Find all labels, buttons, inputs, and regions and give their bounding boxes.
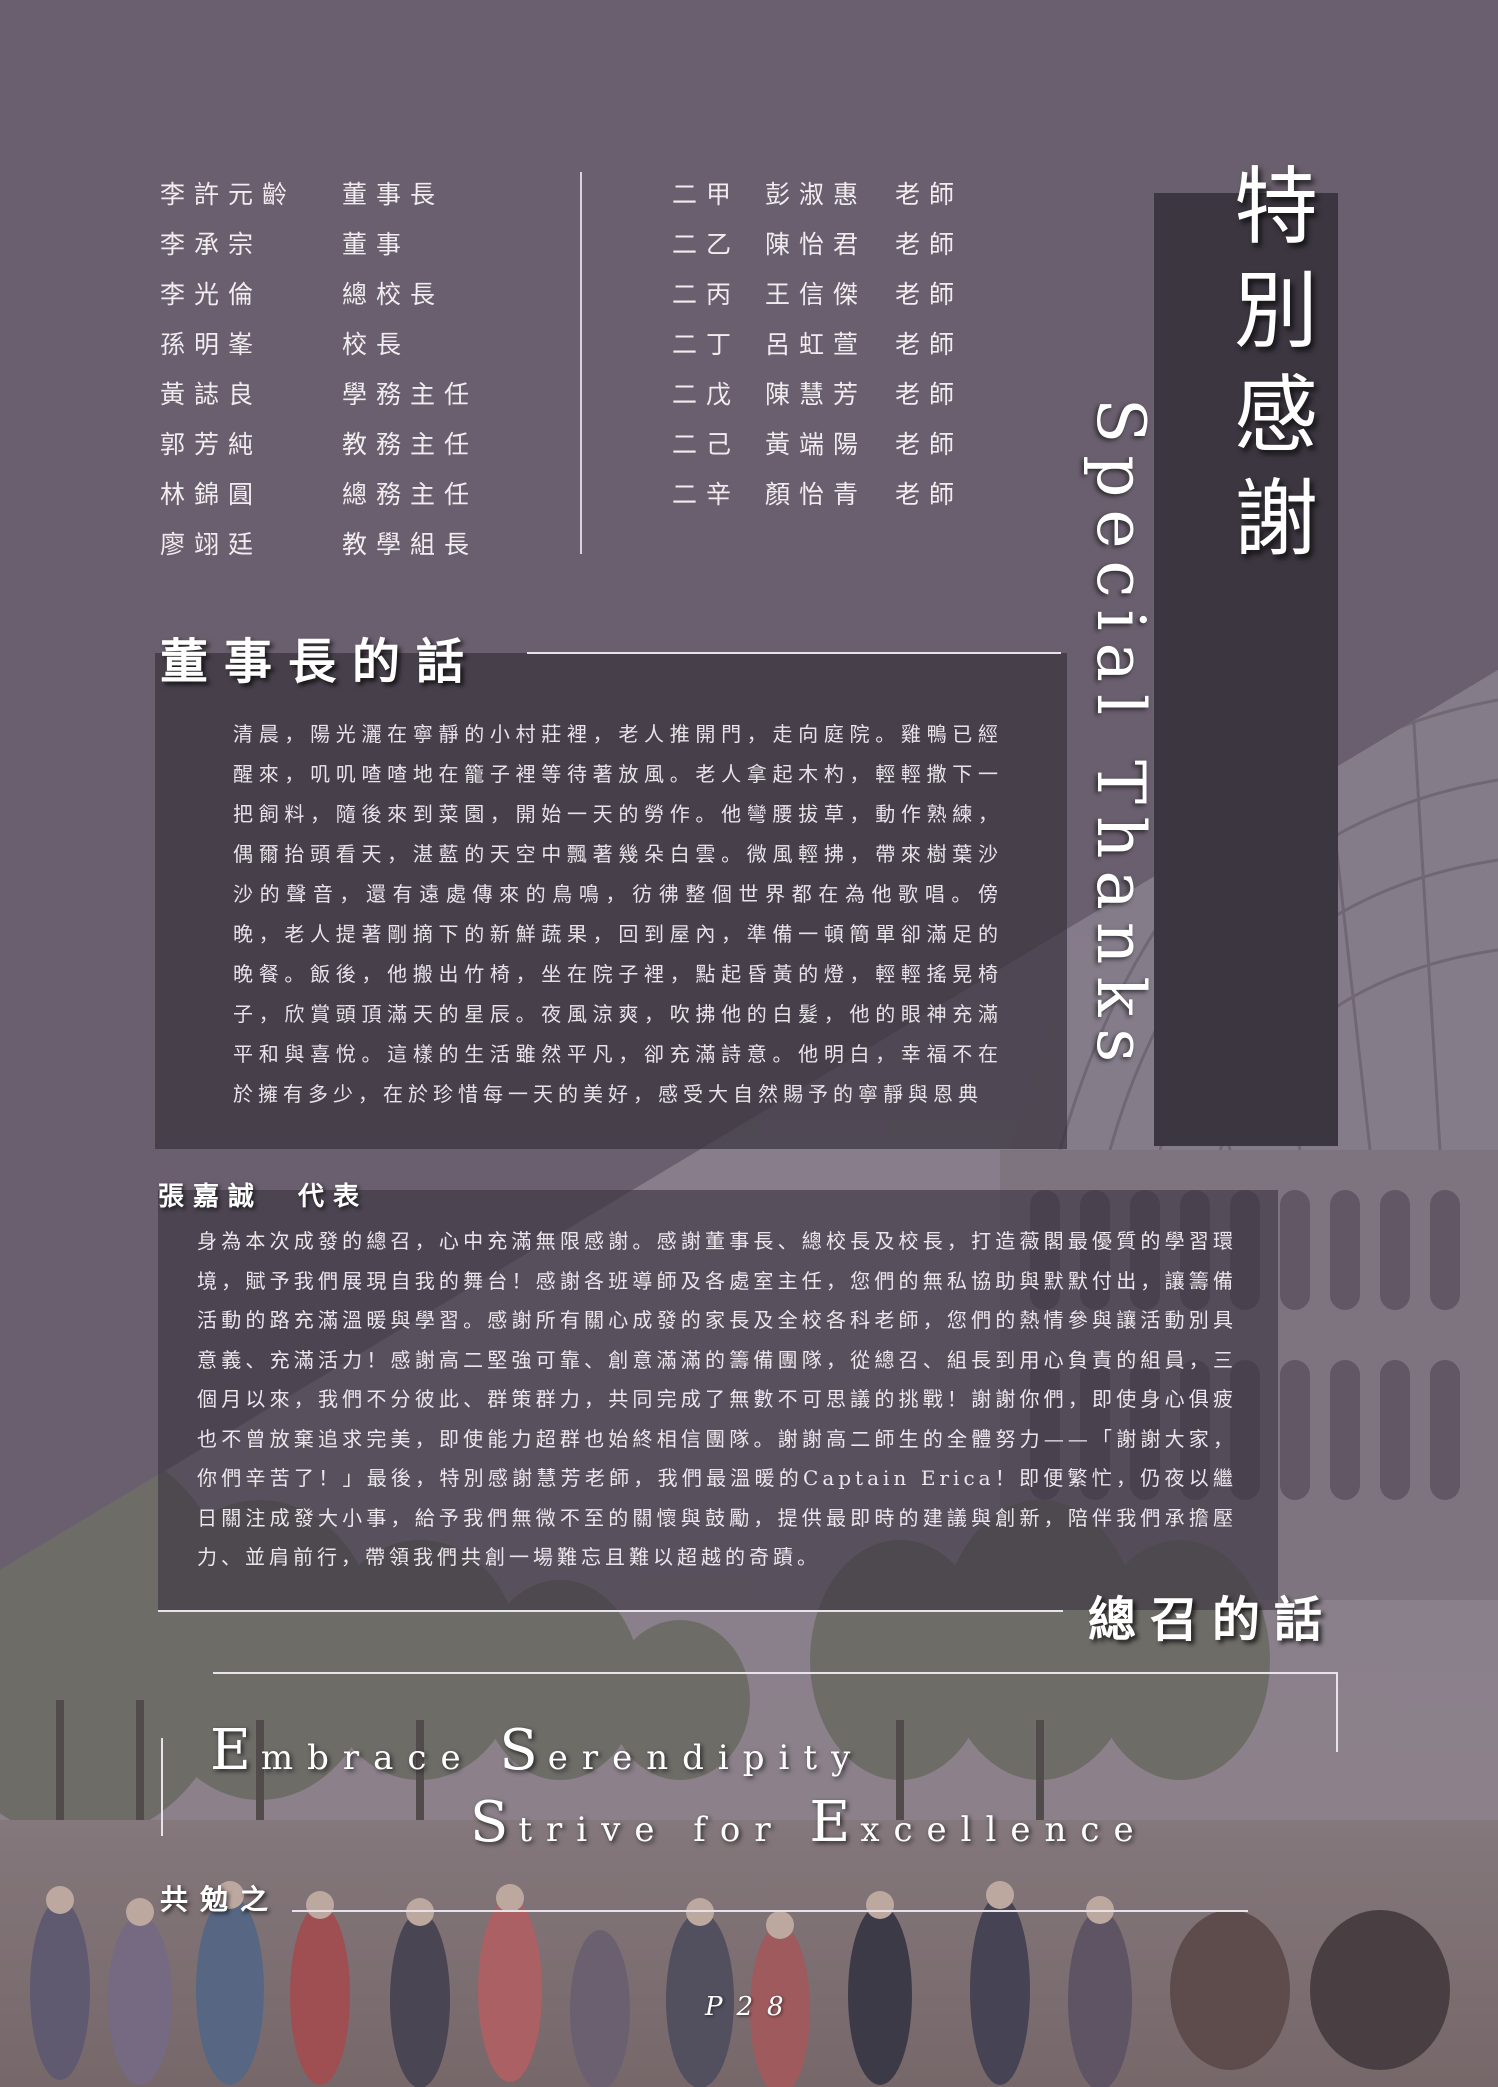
page-title-zh: 特 別 感 謝 bbox=[1216, 155, 1336, 571]
title-char: 謝 bbox=[1233, 470, 1318, 568]
staff-name: 郭芳純 bbox=[160, 430, 263, 459]
staff-role: 老師 bbox=[895, 230, 964, 259]
slogan-word: xcellence bbox=[860, 1810, 1148, 1850]
staff-role: 總校長 bbox=[342, 280, 445, 309]
column-divider bbox=[580, 172, 582, 554]
staff-role: 老師 bbox=[895, 180, 964, 209]
slogan-line-2: Strive for Excellence bbox=[470, 1790, 1148, 1855]
chairman-message: 清晨，陽光灑在寧靜的小村莊裡，老人推開門，走向庭院。雞鴨已經醒來，叽叽喳喳地在籠… bbox=[233, 722, 1003, 1106]
page-number: P28 bbox=[705, 1992, 798, 2022]
staff-row: 李承宗 董事 bbox=[160, 220, 478, 270]
chairman-heading: 董事長的話 bbox=[160, 634, 481, 690]
signoff-rule bbox=[292, 1910, 1248, 1912]
slogan-word: trive for bbox=[518, 1810, 810, 1850]
staff-row: 二甲 彭淑惠 老師 bbox=[672, 170, 963, 220]
staff-name: 黃端陽 bbox=[765, 430, 868, 459]
staff-row: 二己 黃端陽 老師 bbox=[672, 420, 963, 470]
slogan-cap: S bbox=[499, 1718, 548, 1783]
title-panel bbox=[1154, 193, 1338, 1146]
staff-row: 二戊 陳慧芳 老師 bbox=[672, 370, 963, 420]
staff-name: 彭淑惠 bbox=[765, 180, 868, 209]
staff-class: 二戊 bbox=[672, 380, 741, 409]
staff-role: 總務主任 bbox=[342, 480, 479, 509]
staff-class: 二辛 bbox=[672, 480, 741, 509]
staff-list-left: 李許元齡 董事長 李承宗 董事 李光倫 總校長 孫明峯 校長 黃誌良 學務主任 郭芳純 教務… bbox=[160, 170, 478, 570]
staff-role: 老師 bbox=[895, 380, 964, 409]
staff-class: 二乙 bbox=[672, 230, 741, 259]
convener-heading-rule bbox=[158, 1610, 1063, 1612]
slogan-cap: S bbox=[470, 1790, 519, 1855]
staff-role: 教學組長 bbox=[342, 530, 479, 559]
staff-name: 李承宗 bbox=[160, 230, 263, 259]
staff-name: 黃誌良 bbox=[160, 380, 263, 409]
staff-name: 林錦圓 bbox=[160, 480, 263, 509]
convener-speaker: 張嘉誠 代表 bbox=[158, 1182, 369, 1212]
slogan-cap: E bbox=[210, 1718, 261, 1783]
staff-name: 王信傑 bbox=[765, 280, 868, 309]
staff-role: 老師 bbox=[895, 330, 964, 359]
staff-class: 二甲 bbox=[672, 180, 741, 209]
slogan-frame-top bbox=[213, 1672, 1337, 1674]
staff-row: 黃誌良 學務主任 bbox=[160, 370, 478, 420]
convener-message: 身為本次成發的總召，心中充滿無限感謝。感謝董事長、總校長及校長，打造薇閣最優質的… bbox=[197, 1229, 1237, 1569]
title-char: 特 bbox=[1233, 158, 1318, 256]
title-char: 感 bbox=[1233, 366, 1318, 464]
slogan-cap: E bbox=[809, 1790, 861, 1855]
staff-row: 孫明峯 校長 bbox=[160, 320, 478, 370]
staff-name: 顏怡青 bbox=[765, 480, 868, 509]
staff-role: 校長 bbox=[342, 330, 411, 359]
staff-row: 二丁 呂虹萱 老師 bbox=[672, 320, 963, 370]
chairman-panel bbox=[155, 653, 1067, 1149]
staff-name: 陳慧芳 bbox=[765, 380, 868, 409]
staff-row: 李許元齡 董事長 bbox=[160, 170, 478, 220]
staff-name: 李光倫 bbox=[160, 280, 263, 309]
staff-row: 二丙 王信傑 老師 bbox=[672, 270, 963, 320]
staff-name: 孫明峯 bbox=[160, 330, 263, 359]
staff-role: 董事長 bbox=[342, 180, 445, 209]
staff-role: 老師 bbox=[895, 280, 964, 309]
staff-class: 二己 bbox=[672, 430, 741, 459]
staff-class: 二丁 bbox=[672, 330, 741, 359]
convener-panel bbox=[158, 1190, 1278, 1610]
staff-name: 陳怡君 bbox=[765, 230, 868, 259]
staff-list-right: 二甲 彭淑惠 老師 二乙 陳怡君 老師 二丙 王信傑 老師 二丁 呂虹萱 老師 二戊 陳慧芳 老師 … bbox=[672, 170, 963, 520]
staff-class: 二丙 bbox=[672, 280, 741, 309]
staff-role: 學務主任 bbox=[342, 380, 479, 409]
staff-row: 二乙 陳怡君 老師 bbox=[672, 220, 963, 270]
page-title-en: Special Thanks bbox=[1082, 398, 1159, 1075]
staff-role: 老師 bbox=[895, 430, 964, 459]
staff-role: 老師 bbox=[895, 480, 964, 509]
slogan-word: erendipity bbox=[547, 1738, 865, 1778]
slogan-word: mbrace bbox=[260, 1738, 500, 1778]
title-char: 別 bbox=[1233, 262, 1318, 360]
staff-name: 呂虹萱 bbox=[765, 330, 868, 359]
staff-row: 廖翊廷 教學組長 bbox=[160, 520, 478, 570]
staff-name: 李許元齡 bbox=[160, 180, 297, 209]
staff-row: 郭芳純 教務主任 bbox=[160, 420, 478, 470]
staff-name: 廖翊廷 bbox=[160, 530, 263, 559]
slogan-line-1: Embrace Serendipity bbox=[210, 1718, 864, 1783]
signoff: 共勉之 bbox=[160, 1883, 281, 1916]
staff-row: 李光倫 總校長 bbox=[160, 270, 478, 320]
staff-role: 董事 bbox=[342, 230, 411, 259]
staff-row: 二辛 顏怡青 老師 bbox=[672, 470, 963, 520]
chairman-heading-rule bbox=[527, 652, 1061, 654]
slogan-frame-left bbox=[161, 1738, 163, 1836]
staff-row: 林錦圓 總務主任 bbox=[160, 470, 478, 520]
staff-role: 教務主任 bbox=[342, 430, 479, 459]
convener-heading: 總召的話 bbox=[1088, 1592, 1337, 1648]
slogan-frame-right bbox=[1336, 1672, 1338, 1752]
